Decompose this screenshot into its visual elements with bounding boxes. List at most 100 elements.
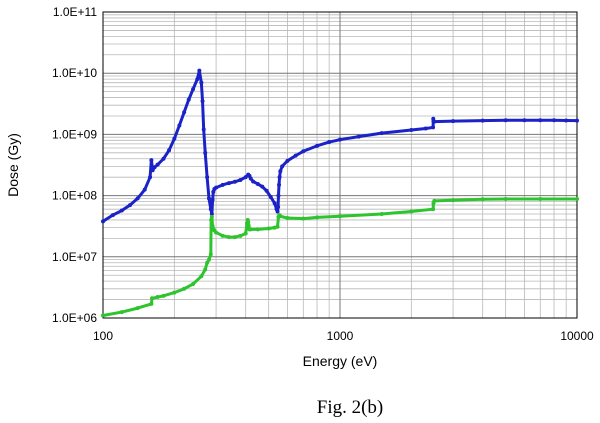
data-point [205,175,210,180]
data-point [315,215,320,220]
data-point [552,118,557,123]
data-point [238,177,243,182]
data-point [423,126,428,131]
data-point [277,182,282,187]
data-point [149,158,154,163]
data-point [575,196,579,201]
data-point [272,201,277,206]
data-point [214,230,219,235]
data-point [119,208,124,213]
data-point [248,176,253,181]
series-2 [101,196,579,318]
data-point [208,252,213,257]
data-point [503,196,508,201]
data-point [451,198,456,203]
data-point [167,148,172,153]
data-point [210,223,215,228]
data-point [152,165,157,170]
data-point [315,143,320,148]
data-point [379,131,384,136]
data-point [226,235,231,240]
data-point [243,231,248,236]
data-point [172,136,177,141]
data-point [255,227,260,232]
data-point [277,175,282,180]
data-point [251,179,256,184]
x-tick-label: 100 [93,329,113,343]
data-point [260,184,265,189]
y-axis-title: Dose (Gy) [5,133,21,197]
data-point [142,187,147,192]
figure-caption: Fig. 2(b) [317,397,384,418]
data-point [148,175,153,180]
y-tick-label: 1.0E+10 [52,66,97,80]
data-point [182,286,187,291]
data-point [327,140,332,145]
data-point [301,149,306,154]
data-point [280,164,285,169]
data-point [155,295,160,300]
data-point [191,281,196,286]
data-point [155,162,160,167]
data-point [356,134,361,139]
series-layer [101,68,579,318]
data-point [149,301,154,306]
data-point [195,77,200,82]
data-point [101,219,105,224]
data-point [538,118,543,123]
data-point [293,153,298,158]
data-point [451,119,456,124]
data-point [575,118,579,123]
data-point [128,203,133,208]
data-point [150,168,155,173]
data-point [276,205,281,210]
y-tick-label: 1.0E+11 [53,5,97,19]
data-point [203,267,208,272]
data-point [285,216,290,221]
data-point [135,196,140,201]
data-point [379,212,384,217]
data-point [208,207,213,212]
data-point [278,169,283,174]
data-point [409,209,414,214]
data-point [285,158,290,163]
data-point [503,118,508,123]
data-point [264,188,269,193]
data-point [522,118,527,123]
data-point [338,137,342,142]
y-tick-labels: 1.0E+06 1.0E+07 1.0E+08 1.0E+09 1.0E+10 1.0E+… [52,5,97,325]
data-point [246,223,251,228]
data-point [243,175,248,180]
data-point [186,97,191,102]
data-point [197,68,202,73]
data-point [275,209,280,214]
data-point [238,233,243,238]
data-point [199,274,204,279]
data-point [177,123,182,128]
data-point [432,198,437,203]
data-point [110,213,115,218]
data-point [255,181,260,186]
x-tick-labels: 100 1000 10000 [93,329,594,343]
y-tick-label: 1.0E+06 [52,311,97,325]
data-point [232,235,237,240]
data-point [201,127,206,132]
data-point [209,214,214,219]
data-point [214,185,219,190]
y-tick-label: 1.0E+08 [52,189,97,203]
data-point [538,196,543,201]
data-point [135,306,140,311]
data-point [206,196,211,201]
data-point [220,233,225,238]
data-point [232,179,237,184]
data-point [150,296,155,301]
data-point [209,212,214,217]
data-point [172,290,177,295]
data-point [338,214,342,219]
data-point [564,118,569,123]
data-point [266,226,271,231]
plot-frame [102,11,578,319]
data-point [191,87,196,92]
x-tick-label: 1000 [327,329,354,343]
